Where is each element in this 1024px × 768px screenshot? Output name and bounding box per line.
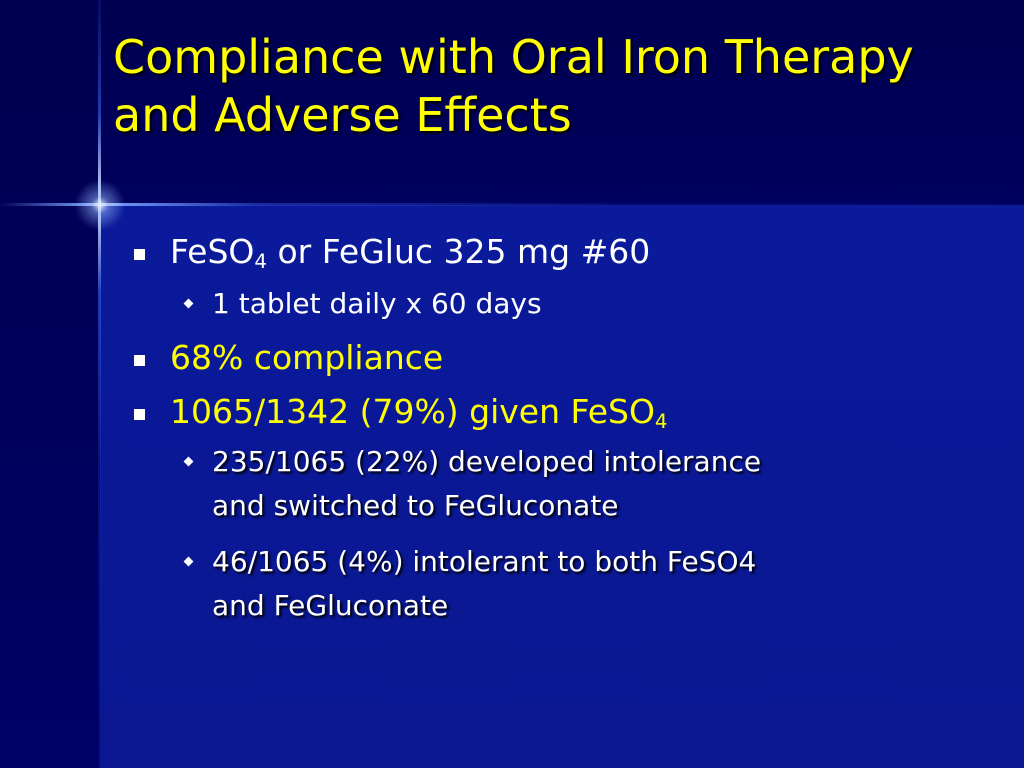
bullet-text: 68% compliance — [170, 338, 444, 377]
body-panel — [100, 205, 1024, 768]
square-bullet-icon — [134, 249, 145, 260]
sub-bullet-item-both-intolerant: 46/1065 (4%) intolerant to both FeSO4 an… — [174, 540, 1000, 628]
subscript: 4 — [654, 409, 668, 433]
sub-bullet-item-intolerance: 235/1065 (22%) developed intolerance and… — [174, 440, 1000, 528]
sub-bullet-text-line2: and FeGluconate — [212, 589, 449, 622]
bullet-list: FeSO4 or FeGluc 325 mg #60 1 tablet dail… — [130, 230, 1000, 640]
bullet-text-part: 1065/1342 (79%) given FeSO — [170, 392, 655, 431]
slide-title-line1: Compliance with Oral Iron Therapy — [113, 30, 914, 84]
bullet-text: FeSO4 or FeGluc 325 mg #60 — [170, 232, 650, 271]
bullet-text-part: FeSO — [170, 232, 255, 271]
slide-title-line2: and Adverse Effects — [113, 88, 572, 142]
sub-bullet-item-dosing: 1 tablet daily x 60 days — [174, 284, 1000, 324]
bullet-item-drug-dose: FeSO4 or FeGluc 325 mg #60 — [130, 230, 1000, 274]
vertical-light-line — [98, 0, 101, 768]
sparkle-glow-icon — [70, 175, 130, 235]
diamond-bullet-icon — [183, 456, 194, 467]
bullet-text-part: or FeGluc 325 mg #60 — [267, 232, 651, 271]
slide-title: Compliance with Oral Iron Therapy and Ad… — [113, 28, 1013, 144]
sub-bullet-text-line1: 235/1065 (22%) developed intolerance — [212, 445, 762, 478]
sub-bullet-text-line1: 46/1065 (4%) intolerant to both FeSO4 — [212, 545, 757, 578]
square-bullet-icon — [134, 355, 145, 366]
sub-bullet-text: 1 tablet daily x 60 days — [212, 287, 542, 320]
horizontal-light-line — [0, 203, 1024, 206]
diamond-bullet-icon — [183, 556, 194, 567]
subscript: 4 — [254, 249, 267, 273]
diamond-bullet-icon — [183, 298, 194, 309]
bullet-text: 1065/1342 (79%) given FeSO4 — [170, 392, 668, 431]
bullet-item-compliance: 68% compliance — [130, 336, 1000, 380]
bullet-item-given-feso4: 1065/1342 (79%) given FeSO4 — [130, 390, 1000, 434]
header-band — [0, 0, 1024, 205]
sub-bullet-text-line2: and switched to FeGluconate — [212, 489, 619, 522]
left-band — [0, 0, 100, 768]
square-bullet-icon — [134, 409, 145, 420]
